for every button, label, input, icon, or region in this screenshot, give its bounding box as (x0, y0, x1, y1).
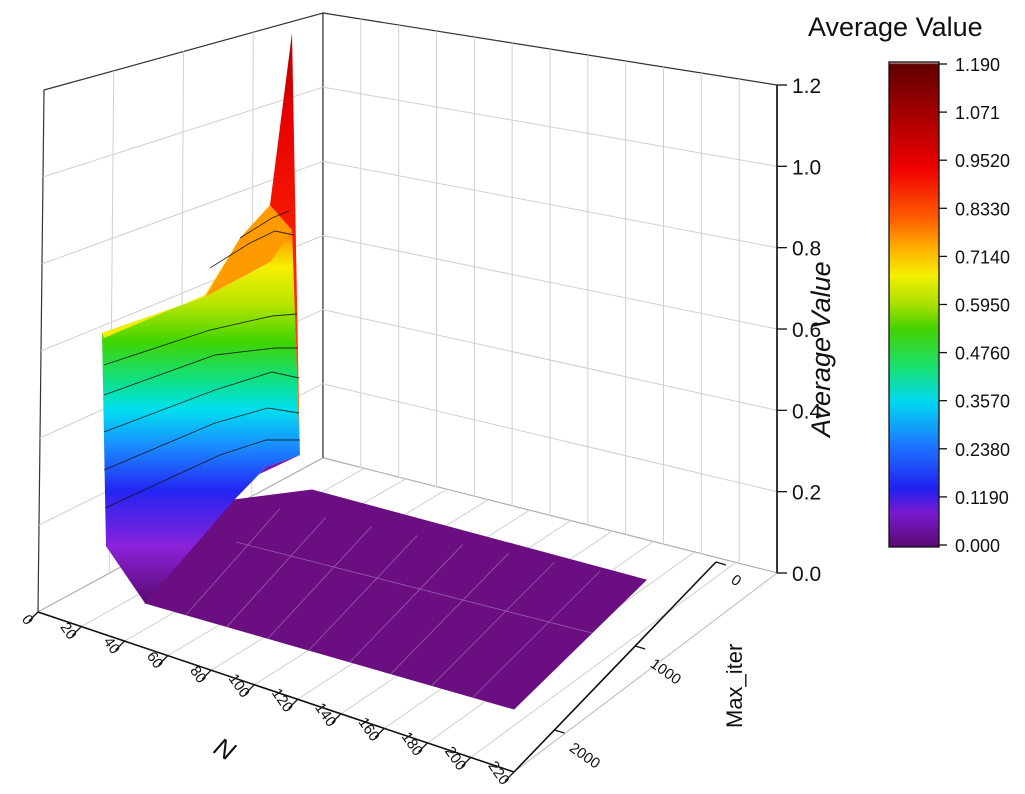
z-axis-label: Average Value (806, 261, 836, 439)
maxiter-tick-label: 1000 (647, 655, 684, 688)
maxiter-tick-label: 2000 (566, 739, 603, 772)
n-tick-label: 60 (143, 649, 166, 672)
n-axis-line (37, 611, 515, 773)
n-tick-mark (201, 669, 212, 680)
surface-grid-line (226, 517, 326, 627)
n-tick-mark (244, 684, 255, 695)
n-tick-mark (417, 742, 428, 753)
n-tick-mark (71, 626, 82, 637)
n-tick-label: 20 (56, 619, 79, 642)
surface-grid-line (267, 526, 372, 639)
z-axis-ticks: 0.0 0.2 0.4 0.6 0.8 1.0 1.2 (777, 75, 822, 586)
maxiter-tick-mark (554, 729, 565, 734)
maxiter-tick-mark (635, 645, 646, 650)
surface-grid-line (472, 570, 601, 698)
surface-grid-line (390, 553, 509, 674)
n-tick-mark (374, 727, 385, 738)
n-axis-label: N (209, 731, 240, 766)
surface-grid-line (431, 561, 555, 686)
floor-grid-line (470, 562, 737, 758)
colorbar-title: Average Value (808, 12, 983, 42)
colorbar-tick-label: 0.5950 (955, 296, 1010, 316)
colorbar-tick-label: 0.000 (955, 536, 1000, 556)
colorbar-tick-label: 1.071 (955, 103, 1000, 123)
colorbar-ticks: 0.000 0.1190 0.2380 0.3570 0.4760 0.5950 0.714… (939, 55, 1010, 556)
colorbar (888, 61, 940, 548)
n-tick-label: 0 (18, 612, 37, 629)
colorbar-tick-label: 0.4760 (955, 344, 1010, 364)
z-tick-label: 0.2 (792, 482, 821, 505)
n-tick-label: 40 (100, 634, 123, 657)
n-tick-mark (158, 655, 169, 666)
z-tick-label: 0.6 (792, 319, 821, 342)
n-tick-mark (288, 698, 299, 709)
surface-grid-line (235, 541, 593, 634)
colorbar-tick-label: 0.3570 (955, 392, 1010, 412)
colorbar-tick-label: 0.2380 (955, 440, 1010, 460)
n-tick-mark (115, 640, 126, 651)
surface-grid-line (308, 535, 418, 651)
z-tick-label: 1.2 (792, 75, 821, 98)
surface-shoulder (205, 205, 292, 297)
maxiter-tick-mark (715, 561, 727, 566)
z-tick-label: 0.8 (792, 238, 821, 261)
n-tick-mark (28, 611, 39, 622)
z-tick-label: 0.0 (792, 563, 821, 586)
n-tick-label: 80 (186, 663, 209, 686)
surface-spike (270, 33, 300, 460)
n-tick-mark (331, 713, 342, 724)
surface-floor (144, 489, 647, 710)
colorbar-tick-label: 0.8330 (955, 199, 1010, 219)
colorbar-tick-label: 0.1190 (955, 488, 1009, 508)
n-tick-mark (461, 756, 472, 767)
maxiter-axis-label: Max_iter (722, 644, 747, 728)
z-tick-label: 1.0 (792, 156, 821, 179)
surface-contours (103, 210, 300, 509)
z-tick-label: 0.4 (792, 400, 822, 423)
colorbar-tick-label: 1.190 (955, 55, 1000, 75)
surface-grid-line (185, 508, 281, 616)
n-tick-mark (504, 771, 515, 782)
surface-grid-line (349, 544, 464, 663)
surface (102, 33, 647, 710)
maxiter-axis-line (513, 561, 717, 773)
colorbar-tick-label: 0.9520 (955, 151, 1010, 171)
colorbar-tick-label: 0.7140 (955, 247, 1010, 267)
surface-wall (102, 230, 300, 603)
surface-grid (185, 508, 601, 698)
